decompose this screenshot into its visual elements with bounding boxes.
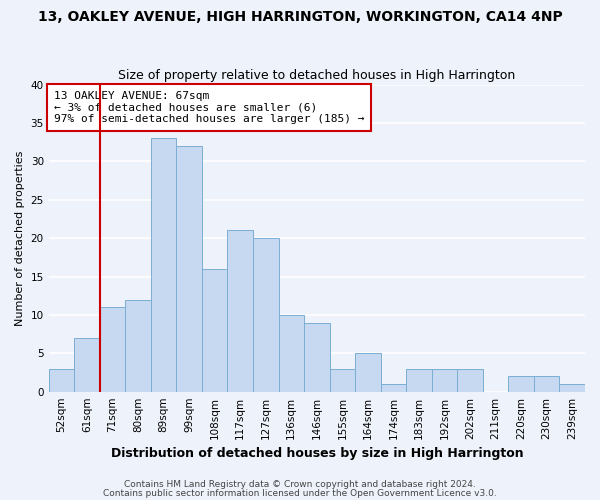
Bar [253, 238, 278, 392]
Bar [304, 322, 329, 392]
Bar [74, 338, 100, 392]
Bar [125, 300, 151, 392]
Bar [432, 368, 457, 392]
Bar [202, 269, 227, 392]
Bar [559, 384, 585, 392]
Title: Size of property relative to detached houses in High Harrington: Size of property relative to detached ho… [118, 69, 515, 82]
Text: 13, OAKLEY AVENUE, HIGH HARRINGTON, WORKINGTON, CA14 4NP: 13, OAKLEY AVENUE, HIGH HARRINGTON, WORK… [38, 10, 562, 24]
Text: Contains public sector information licensed under the Open Government Licence v3: Contains public sector information licen… [103, 488, 497, 498]
Bar [406, 368, 432, 392]
Bar [329, 368, 355, 392]
X-axis label: Distribution of detached houses by size in High Harrington: Distribution of detached houses by size … [110, 447, 523, 460]
Bar [100, 307, 125, 392]
Bar [278, 315, 304, 392]
Bar [176, 146, 202, 392]
Bar [457, 368, 483, 392]
Bar [380, 384, 406, 392]
Bar [534, 376, 559, 392]
Bar [151, 138, 176, 392]
Text: Contains HM Land Registry data © Crown copyright and database right 2024.: Contains HM Land Registry data © Crown c… [124, 480, 476, 489]
Bar [49, 368, 74, 392]
Bar [227, 230, 253, 392]
Text: 13 OAKLEY AVENUE: 67sqm
← 3% of detached houses are smaller (6)
97% of semi-deta: 13 OAKLEY AVENUE: 67sqm ← 3% of detached… [54, 90, 365, 124]
Y-axis label: Number of detached properties: Number of detached properties [15, 150, 25, 326]
Bar [355, 354, 380, 392]
Bar [508, 376, 534, 392]
